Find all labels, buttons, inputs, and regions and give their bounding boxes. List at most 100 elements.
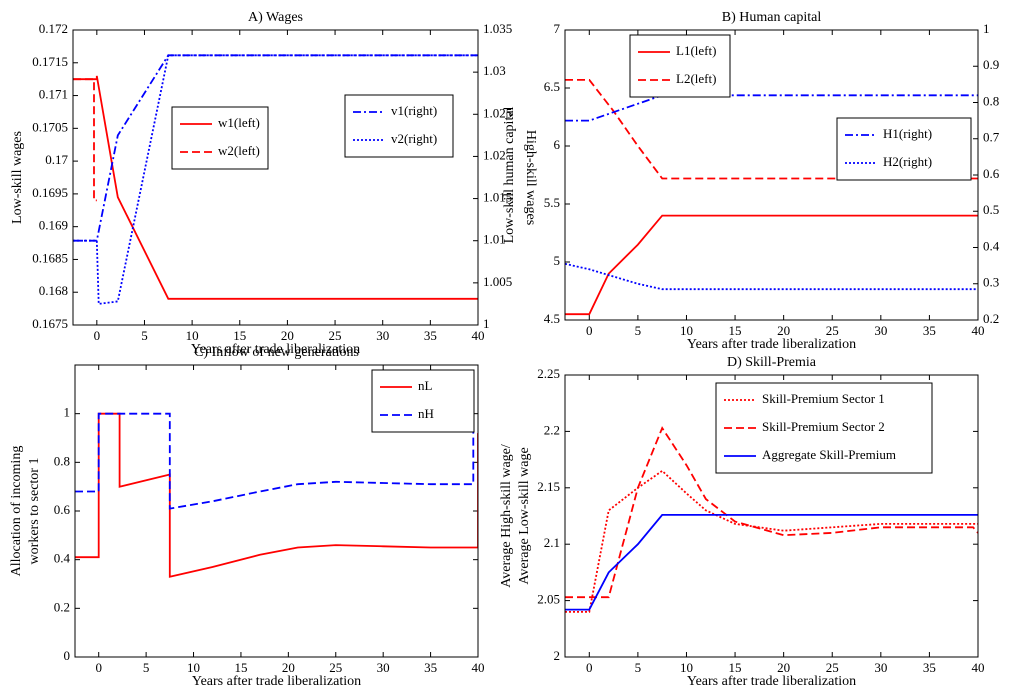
y2-tick-label: 1.02	[483, 147, 506, 162]
y-tick-label: 0.169	[39, 218, 68, 233]
y-tick-label: 1	[64, 405, 71, 420]
y-tick-label: 0.172	[39, 21, 68, 36]
series-line	[75, 412, 475, 510]
x-tick-label: 30	[377, 660, 390, 675]
x-tick-label: 30	[376, 328, 389, 343]
legend-box	[371, 369, 475, 433]
x-tick-label: 10	[680, 660, 693, 675]
chart-title: A) Wages	[248, 10, 303, 25]
x-tick-label: 10	[186, 328, 199, 343]
series-line	[565, 469, 978, 613]
x-tick-label: 15	[729, 660, 742, 675]
y-tick-label: 0.1675	[32, 316, 68, 331]
y-tick-label: 6.5	[544, 79, 560, 94]
x-tick-label: 40	[472, 328, 485, 343]
x-tick-label: 35	[923, 660, 936, 675]
x-tick-label: 5	[635, 323, 642, 338]
y2-tick-label: 0.2	[983, 311, 999, 326]
series-line	[565, 79, 978, 180]
legend-label: Skill-Premium Sector 2	[762, 419, 885, 434]
y-tick-label: 0.1695	[32, 185, 68, 200]
y-tick-label: 2.15	[537, 479, 560, 494]
y2-axis-label: High-skill wages	[523, 130, 538, 225]
y-tick-label: 2.25	[537, 366, 560, 381]
plot-frame	[564, 29, 979, 321]
y-tick-label: 2.05	[537, 592, 560, 607]
x-axis-label: Years after trade liberalization	[191, 342, 360, 357]
plot-frame	[564, 374, 979, 658]
legend-label: w2(left)	[218, 143, 260, 158]
y-tick-label: 4.5	[544, 311, 560, 326]
y2-tick-label: 1.015	[483, 190, 512, 205]
x-tick-label: 5	[635, 660, 642, 675]
x-tick-label: 35	[923, 323, 936, 338]
y-axis-label: Average High-skill wage/	[499, 444, 514, 588]
y-tick-label: 0	[64, 648, 71, 663]
y2-tick-label: 0.4	[983, 238, 1000, 253]
x-tick-label: 35	[424, 660, 437, 675]
y-tick-label: 0.1705	[32, 119, 68, 134]
legend-label: H1(right)	[883, 126, 932, 141]
x-axis-label: Years after trade liberalization	[687, 337, 856, 352]
y2-tick-label: 0.6	[983, 166, 1000, 181]
series-line	[73, 78, 97, 202]
series-line	[565, 514, 978, 611]
legend-label: nH	[418, 406, 434, 421]
x-tick-label: 35	[424, 328, 437, 343]
y-tick-label: 0.6	[54, 502, 71, 517]
x-tick-label: 20	[777, 323, 790, 338]
x-tick-label: 0	[95, 660, 102, 675]
legend-box	[344, 94, 454, 158]
legend-label: H2(right)	[883, 154, 932, 169]
x-tick-label: 25	[329, 328, 342, 343]
y-tick-label: 5.5	[544, 195, 560, 210]
x-tick-label: 10	[187, 660, 200, 675]
x-tick-label: 5	[143, 660, 150, 675]
y-axis-label: Average Low-skill wage	[517, 447, 532, 584]
y-tick-label: 7	[554, 21, 561, 36]
y2-tick-label: 1.03	[483, 63, 506, 78]
legend-box	[171, 106, 269, 170]
y-axis-label: workers to sector 1	[27, 458, 42, 565]
x-tick-label: 40	[972, 660, 985, 675]
x-tick-label: 30	[874, 660, 887, 675]
x-tick-label: 20	[281, 328, 294, 343]
series-line	[565, 262, 978, 291]
x-tick-label: 0	[94, 328, 101, 343]
y2-tick-label: 0.3	[983, 275, 999, 290]
chart-title: C) Inflow of new generations	[194, 345, 359, 360]
series-line	[565, 214, 978, 316]
y-tick-label: 0.168	[39, 283, 68, 298]
legend-label: w1(left)	[218, 115, 260, 130]
x-tick-label: 0	[586, 660, 593, 675]
x-axis-label: Years after trade liberalization	[687, 674, 856, 689]
y2-tick-label: 0.9	[983, 57, 999, 72]
series-line	[565, 426, 978, 599]
y2-tick-label: 1	[983, 21, 990, 36]
y-tick-label: 0.1685	[32, 250, 68, 265]
y-tick-label: 0.8	[54, 453, 70, 468]
y2-tick-label: 1	[483, 316, 490, 331]
y-axis-label: Low-skill wages	[10, 131, 25, 224]
plot-frame	[74, 364, 479, 658]
x-tick-label: 10	[680, 323, 693, 338]
y-tick-label: 6	[554, 137, 561, 152]
y-tick-label: 2.2	[544, 422, 560, 437]
legend-label: L2(left)	[676, 71, 716, 86]
y-tick-label: 0.17	[45, 152, 68, 167]
y2-tick-label: 1.025	[483, 105, 512, 120]
y2-tick-label: 0.7	[983, 130, 1000, 145]
y-axis-label: Allocation of incoming	[9, 446, 24, 577]
x-tick-label: 40	[972, 323, 985, 338]
y2-tick-label: 1.01	[483, 232, 506, 247]
y2-tick-label: 0.8	[983, 93, 999, 108]
chart-title: B) Human capital	[722, 10, 822, 25]
x-tick-label: 15	[729, 323, 742, 338]
x-tick-label: 20	[282, 660, 295, 675]
y-tick-label: 5	[554, 253, 561, 268]
x-tick-label: 15	[234, 660, 247, 675]
legend-box	[836, 117, 972, 181]
y-tick-label: 0.1715	[32, 54, 68, 69]
x-tick-label: 0	[586, 323, 593, 338]
